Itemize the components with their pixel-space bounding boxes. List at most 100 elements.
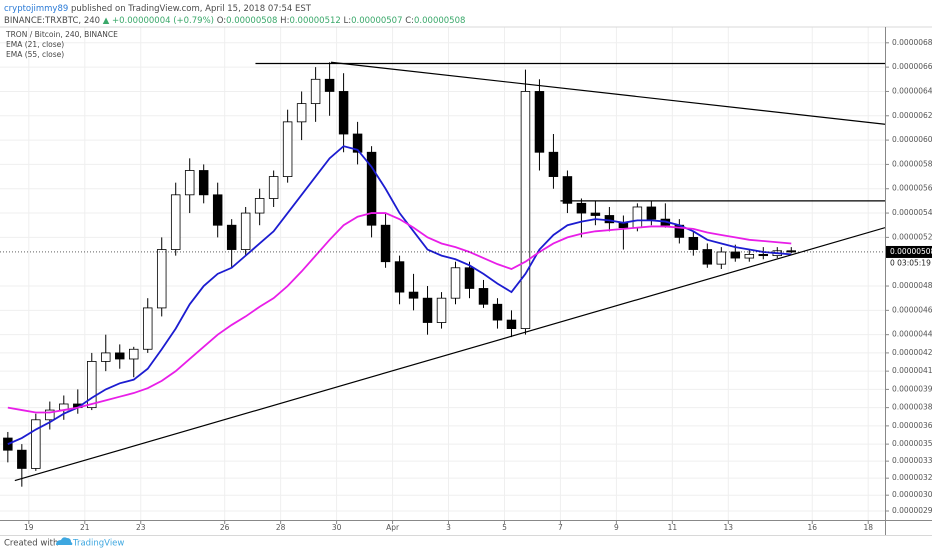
- y-tick-label: 0.00000425: [892, 348, 932, 357]
- candle-body: [506, 319, 517, 329]
- candle-body: [198, 170, 209, 196]
- candle-body: [562, 176, 573, 204]
- x-tick-label: 13: [724, 523, 734, 532]
- y-tick-label: 0.00000395: [892, 384, 932, 393]
- candle-body: [534, 91, 545, 153]
- ema-line: [7, 212, 792, 414]
- candle-body: [576, 202, 587, 214]
- x-tick-label: 9: [614, 523, 619, 532]
- candle-body: [436, 297, 447, 323]
- candle-body: [268, 176, 279, 199]
- x-tick-label: 23: [136, 523, 146, 532]
- price-tag: [886, 245, 932, 258]
- logo-icon: [56, 537, 73, 545]
- candle-body: [212, 194, 223, 226]
- author[interactable]: cryptojimmy89: [4, 4, 68, 14]
- candle-body: [282, 121, 293, 177]
- candle-body: [352, 133, 363, 153]
- candle-body: [464, 267, 475, 289]
- candle-body: [240, 212, 251, 250]
- x-tick-label: 26: [220, 523, 230, 532]
- candle-body: [45, 409, 55, 421]
- change: +0.00000004 (+0.79%): [112, 16, 214, 26]
- candle-body: [324, 78, 335, 92]
- candle-body: [408, 291, 419, 299]
- created-with: Created with: [4, 539, 58, 549]
- candle-body: [394, 261, 405, 293]
- candle-body: [450, 267, 461, 299]
- candle-body: [296, 103, 307, 123]
- candle-body: [702, 249, 713, 265]
- candle-body: [101, 352, 111, 362]
- plot: [3, 61, 885, 487]
- candle-body: [31, 419, 41, 469]
- quote-value: 0.00000512: [289, 16, 340, 26]
- x-tick-label: 5: [502, 523, 507, 532]
- candle-body: [17, 449, 27, 469]
- candle-body: [716, 251, 727, 265]
- ema-line: [7, 145, 792, 445]
- x-tick-label: 21: [80, 523, 90, 532]
- brand[interactable]: TradingView: [72, 539, 124, 549]
- countdown-bg: [886, 257, 932, 269]
- x-tick-label: 7: [558, 523, 563, 532]
- candle-body: [170, 194, 181, 250]
- candle-body: [744, 254, 755, 259]
- header-line: cryptojimmy89 published on TradingView.c…: [4, 4, 312, 14]
- candle-body: [758, 254, 769, 257]
- candle-body: [730, 251, 741, 259]
- candle-body: [632, 206, 643, 229]
- x-tick-label: 11: [668, 523, 678, 532]
- legend-entry: EMA (21, close): [6, 40, 64, 49]
- countdown: 0 03:05:19: [890, 258, 931, 267]
- legend-entry: EMA (55, close): [6, 50, 64, 59]
- candle-body: [590, 212, 601, 216]
- candle-body: [520, 91, 531, 329]
- y-tick-label: 0.00000308: [892, 490, 932, 499]
- x-tick-label: 30: [332, 523, 342, 532]
- quote-value: 0.00000508: [414, 16, 465, 26]
- x-tick-label: 28: [276, 523, 286, 532]
- candle-body: [478, 288, 489, 305]
- x-tick-label: 3: [446, 523, 451, 532]
- x-tick-label: 19: [24, 523, 34, 532]
- quote-label: H:: [280, 16, 289, 26]
- candle-body: [646, 206, 657, 220]
- candle-body: [786, 250, 797, 253]
- trend-line: [14, 227, 885, 482]
- candle-body: [226, 224, 237, 250]
- quote-label: O:: [217, 16, 226, 26]
- candle-body: [115, 352, 125, 360]
- published: published on TradingView.com, April 15, …: [71, 4, 312, 14]
- quote-line: BINANCE:TRXBTC, 240 ▲ +0.00000004 (+0.79…: [4, 16, 465, 26]
- candle-body: [422, 297, 433, 323]
- candle-body: [492, 303, 503, 321]
- candle-body: [366, 151, 377, 226]
- x-tick-label: 18: [863, 523, 873, 532]
- candle-body: [688, 236, 699, 250]
- y-tick-label: 0.00000365: [892, 421, 932, 430]
- x-tick-label: 16: [807, 523, 817, 532]
- price-tag-label: 0.00000508: [890, 247, 932, 256]
- candle-body: [87, 361, 97, 409]
- symbol: BINANCE:TRXBTC, 240: [4, 16, 100, 26]
- chart-title: TRON / Bitcoin, 240, BINANCE: [5, 30, 118, 39]
- change-arrow: ▲: [103, 16, 110, 26]
- candle-body: [338, 91, 349, 135]
